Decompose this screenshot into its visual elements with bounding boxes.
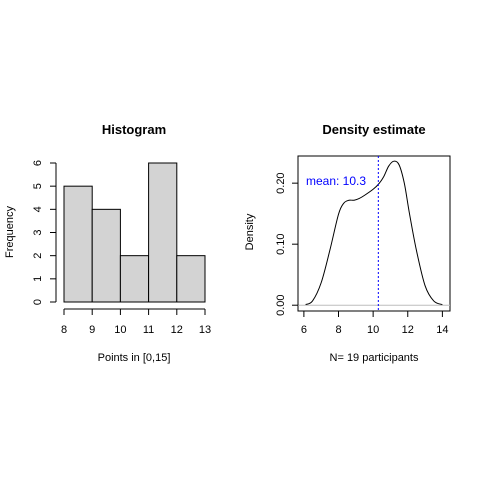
- density-panel: Density estimate 6 8 10 12 14 0.00 0.10 0.20 m…: [244, 122, 451, 364]
- histogram-bar: [91, 208, 121, 303]
- histogram-title: Histogram: [102, 122, 166, 137]
- density-y-label: Density: [244, 213, 256, 250]
- density-title: Density estimate: [322, 122, 425, 137]
- density-x-tick-label: 6: [301, 324, 307, 336]
- histogram-y-tick-label: 5: [32, 183, 44, 189]
- histogram-x-tick-label: 10: [114, 324, 126, 336]
- histogram-y-tick-label: 1: [32, 276, 44, 282]
- density-y-axis: 0.00 0.10 0.20: [275, 172, 299, 316]
- histogram-x-tick-label: 12: [171, 324, 183, 336]
- histogram-bar: [119, 255, 150, 303]
- histogram-y-tick-label: 4: [32, 206, 44, 212]
- density-y-tick-label: 0.10: [275, 233, 287, 254]
- density-x-tick-label: 14: [436, 324, 448, 336]
- mean-annotation: mean: 10.3: [306, 174, 366, 188]
- histogram-y-label: Frequency: [4, 206, 16, 258]
- density-y-tick-label: 0.00: [275, 294, 287, 315]
- histogram-bar: [148, 162, 178, 303]
- density-x-axis: 6 8 10 12 14: [301, 310, 449, 336]
- histogram-y-tick-label: 6: [32, 160, 44, 166]
- histogram-y-axis: 0 1 2 3 4 5 6: [32, 160, 57, 305]
- density-y-tick-label: 0.20: [275, 172, 287, 193]
- density-x-tick-label: 12: [402, 324, 414, 336]
- histogram-bar: [63, 185, 93, 303]
- histogram-x-tick-label: 11: [143, 324, 154, 336]
- density-x-tick-label: 8: [335, 324, 341, 336]
- histogram-x-tick-label: 13: [199, 324, 211, 336]
- histogram-bars: [63, 162, 206, 303]
- histogram-x-label: Points in [0,15]: [98, 352, 171, 364]
- density-x-label: N= 19 participants: [330, 352, 419, 364]
- histogram-x-tick-label: 9: [89, 324, 95, 336]
- density-x-tick-label: 10: [367, 324, 379, 336]
- histogram-x-tick-label: 8: [61, 324, 67, 336]
- histogram-bar: [176, 255, 206, 303]
- histogram-y-tick-label: 2: [32, 253, 44, 259]
- histogram-x-axis: 8 9 10 11 12 13: [61, 308, 211, 336]
- density-curve: [305, 160, 443, 306]
- density-plot-area: [298, 156, 450, 311]
- histogram-y-tick-label: 0: [32, 299, 44, 305]
- histogram-y-tick-label: 3: [32, 229, 44, 235]
